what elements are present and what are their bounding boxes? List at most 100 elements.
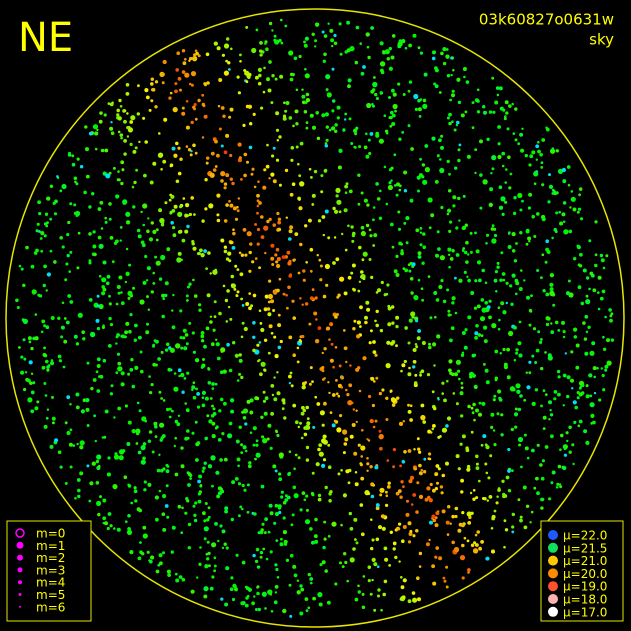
star (445, 48, 449, 51)
star (249, 122, 253, 126)
star (550, 330, 555, 334)
star (384, 557, 389, 562)
star (191, 331, 195, 335)
star (331, 126, 336, 131)
star (474, 279, 478, 283)
star (530, 510, 534, 514)
star (386, 485, 391, 489)
star (336, 105, 341, 110)
star (169, 91, 173, 95)
star (39, 237, 43, 240)
star (267, 530, 271, 534)
star (348, 189, 353, 194)
star (578, 264, 583, 268)
star (280, 41, 284, 45)
star (139, 299, 145, 305)
star (241, 410, 245, 414)
star (507, 469, 511, 473)
star (257, 607, 261, 612)
star (432, 581, 437, 586)
star (246, 160, 249, 164)
star (375, 182, 379, 186)
star (185, 294, 189, 298)
star (174, 82, 178, 86)
star (293, 56, 298, 61)
star (541, 183, 545, 187)
star (173, 386, 179, 392)
star (120, 291, 123, 294)
star (101, 291, 106, 296)
star (388, 66, 393, 71)
star (385, 363, 391, 369)
star (263, 368, 267, 372)
star (555, 486, 559, 489)
star (343, 552, 347, 556)
star (201, 403, 206, 408)
brightness-symbol (548, 581, 558, 592)
star (427, 457, 431, 461)
star (449, 313, 452, 317)
star (379, 493, 383, 497)
star (196, 405, 201, 409)
star (270, 101, 274, 105)
star (318, 443, 323, 447)
star (222, 114, 226, 118)
star (255, 443, 259, 447)
star (404, 46, 408, 50)
star (392, 103, 398, 110)
star (176, 257, 182, 263)
star (192, 381, 196, 385)
star (529, 521, 532, 524)
star (177, 77, 182, 81)
star (165, 469, 170, 474)
star (514, 107, 518, 111)
star (464, 328, 468, 332)
star (578, 193, 581, 197)
star (439, 167, 445, 174)
star (470, 406, 474, 410)
star (540, 476, 545, 481)
star (309, 577, 314, 581)
star (582, 268, 587, 273)
star (570, 190, 574, 193)
star (268, 217, 272, 221)
star (253, 185, 257, 189)
star (430, 213, 435, 218)
star (212, 412, 217, 416)
star (511, 525, 515, 529)
star (160, 350, 164, 354)
star (403, 189, 407, 193)
star (82, 337, 86, 341)
star (71, 154, 75, 158)
star (299, 181, 305, 187)
star (488, 315, 492, 320)
star (288, 50, 294, 56)
star (455, 359, 461, 365)
star (184, 511, 188, 515)
star (246, 231, 252, 237)
star (220, 597, 224, 601)
star (338, 210, 342, 214)
star (277, 345, 282, 350)
star (235, 553, 239, 557)
star (408, 80, 413, 84)
star (445, 424, 449, 428)
star (270, 412, 274, 416)
star (406, 499, 409, 503)
star (448, 368, 452, 373)
star (563, 447, 567, 451)
star (560, 433, 564, 438)
star (125, 247, 129, 251)
star (177, 171, 182, 176)
star (139, 350, 143, 354)
star (414, 107, 418, 111)
star (541, 459, 545, 463)
star (152, 161, 157, 166)
star (548, 400, 552, 405)
star (417, 251, 422, 256)
star (410, 311, 416, 317)
star (383, 114, 387, 117)
star (304, 224, 308, 228)
star (610, 338, 615, 342)
star (185, 145, 189, 148)
